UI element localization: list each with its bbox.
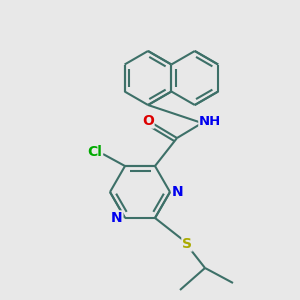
- Text: O: O: [142, 114, 154, 128]
- Text: N: N: [111, 211, 123, 225]
- Text: S: S: [182, 237, 192, 251]
- Text: Cl: Cl: [88, 145, 102, 159]
- Text: NH: NH: [199, 115, 221, 128]
- Text: N: N: [172, 185, 184, 199]
